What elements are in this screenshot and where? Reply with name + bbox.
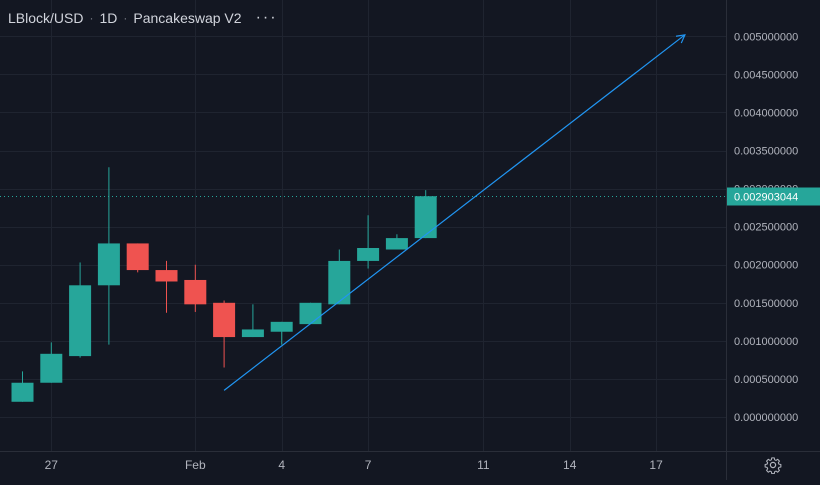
candle-body-up[interactable]	[69, 285, 92, 357]
candle-body-up[interactable]	[385, 238, 408, 250]
price-tick-label: 0.000000000	[734, 412, 798, 424]
legend-separator: ·	[89, 11, 94, 25]
symbol-name[interactable]: LBlock/USD	[8, 10, 84, 26]
time-tick-label: Feb	[185, 458, 206, 472]
price-tick-label: 0.001500000	[734, 298, 798, 310]
ellipsis-icon[interactable]: ···	[255, 9, 278, 26]
exchange-label[interactable]: Pancakeswap V2	[133, 10, 242, 26]
candle-body-up[interactable]	[40, 353, 63, 383]
candle-body-down[interactable]	[184, 279, 207, 305]
candle-body-down[interactable]	[213, 302, 236, 338]
candle-body-up[interactable]	[11, 382, 34, 402]
time-tick-label: 27	[45, 458, 59, 472]
price-tick-label: 0.002000000	[734, 260, 798, 272]
price-tick-label: 0.004000000	[734, 107, 798, 119]
gear-icon[interactable]	[764, 456, 782, 474]
candle-body-up[interactable]	[328, 260, 351, 305]
price-tick-label: 0.001000000	[734, 336, 798, 348]
candle-body-up[interactable]	[270, 321, 293, 332]
price-tick-label: 0.002500000	[734, 222, 798, 234]
time-tick-label: 11	[477, 458, 490, 472]
candle-body-up[interactable]	[97, 243, 120, 286]
candle-body-up[interactable]	[241, 329, 264, 338]
candle-body-down[interactable]	[126, 243, 149, 271]
candle-body-down[interactable]	[155, 270, 178, 282]
interval-label[interactable]: 1D	[99, 10, 118, 26]
price-tick-label: 0.004500000	[734, 69, 798, 81]
time-tick-label: 4	[278, 458, 285, 472]
price-tick-label: 0.000500000	[734, 374, 798, 386]
current-price-label: 0.002903044	[734, 192, 798, 204]
trendline[interactable]	[223, 34, 686, 391]
price-tick-label: 0.005000000	[734, 31, 798, 43]
candle-body-up[interactable]	[414, 196, 437, 239]
time-tick-label: 14	[563, 458, 577, 472]
price-tick-label: 0.003500000	[734, 146, 798, 158]
candle-body-up[interactable]	[299, 302, 322, 325]
time-tick-label: 7	[365, 458, 372, 472]
candle-body-up[interactable]	[357, 247, 380, 261]
legend-separator: ·	[123, 11, 128, 25]
symbol-legend[interactable]: LBlock/USD · 1D · Pancakeswap V2 ···	[8, 9, 278, 27]
current-price-label-bg	[727, 187, 820, 206]
time-tick-label: 17	[649, 458, 663, 472]
trendline-arrowhead	[675, 34, 686, 44]
